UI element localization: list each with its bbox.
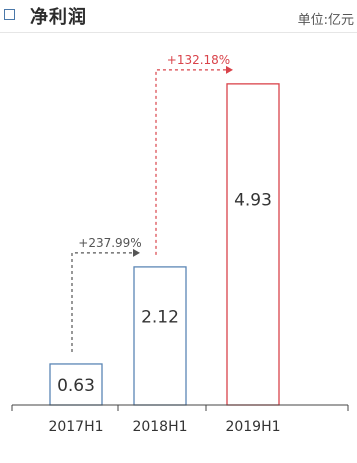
bar-2018H1 <box>134 267 186 405</box>
x-tick-label-2019H1: 2019H1 <box>225 419 280 435</box>
growth-label-2: +132.18% <box>167 53 230 67</box>
growth-arrow-head-1 <box>133 249 140 257</box>
bar-2019H1 <box>227 84 279 405</box>
x-tick-label-2017H1: 2017H1 <box>48 419 103 435</box>
growth-label-1: +237.99% <box>78 236 141 250</box>
value-label-2017H1: 0.63 <box>57 376 95 396</box>
x-tick-label-2018H1: 2018H1 <box>132 419 187 435</box>
growth-arrow-line-2 <box>156 70 227 255</box>
growth-arrow-line-1 <box>72 253 134 352</box>
growth-arrow-head-2 <box>226 66 233 74</box>
value-label-2019H1: 4.93 <box>234 190 272 210</box>
value-label-2018H1: 2.12 <box>141 308 179 328</box>
